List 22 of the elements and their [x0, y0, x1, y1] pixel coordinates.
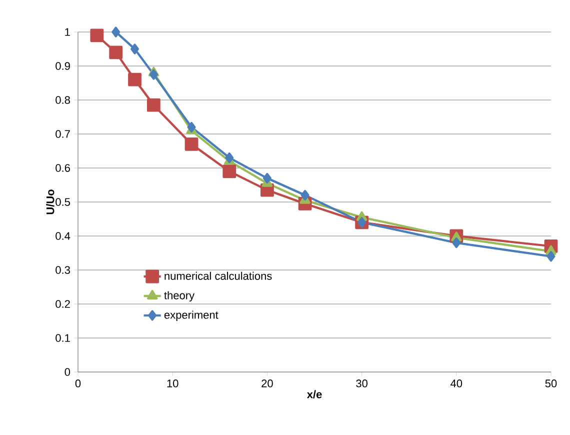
x-tick-label: 30 [356, 380, 368, 388]
x-tick-label: 50 [545, 380, 557, 388]
y-tick-label: 0.6 [56, 164, 70, 172]
x-tick-label: 40 [450, 380, 462, 388]
legend-label: theory [164, 291, 195, 302]
y-tick-label: 0.3 [56, 266, 70, 274]
y-tick-label: 0.8 [56, 96, 70, 104]
y-tick-label: 0.1 [56, 334, 70, 342]
y-tick-label: 0.4 [56, 232, 70, 240]
y-tick-label: 0.7 [56, 130, 70, 138]
y-tick-label: 0.5 [56, 198, 70, 206]
y-tick-label: 0 [64, 368, 70, 376]
y-tick-label: 0.2 [56, 300, 70, 308]
y-tick-label: 0.9 [56, 62, 70, 70]
y-axis-title: U/Uo [46, 190, 54, 214]
y-tick-label: 1 [65, 28, 70, 36]
legend-label: numerical calculations [164, 272, 272, 280]
x-tick-label: 10 [167, 380, 178, 388]
x-tick-label: 0 [75, 380, 81, 388]
x-tick-label: 20 [262, 380, 273, 388]
x-axis-title: x/e [306, 390, 322, 398]
legend-label: experiment [164, 310, 218, 321]
